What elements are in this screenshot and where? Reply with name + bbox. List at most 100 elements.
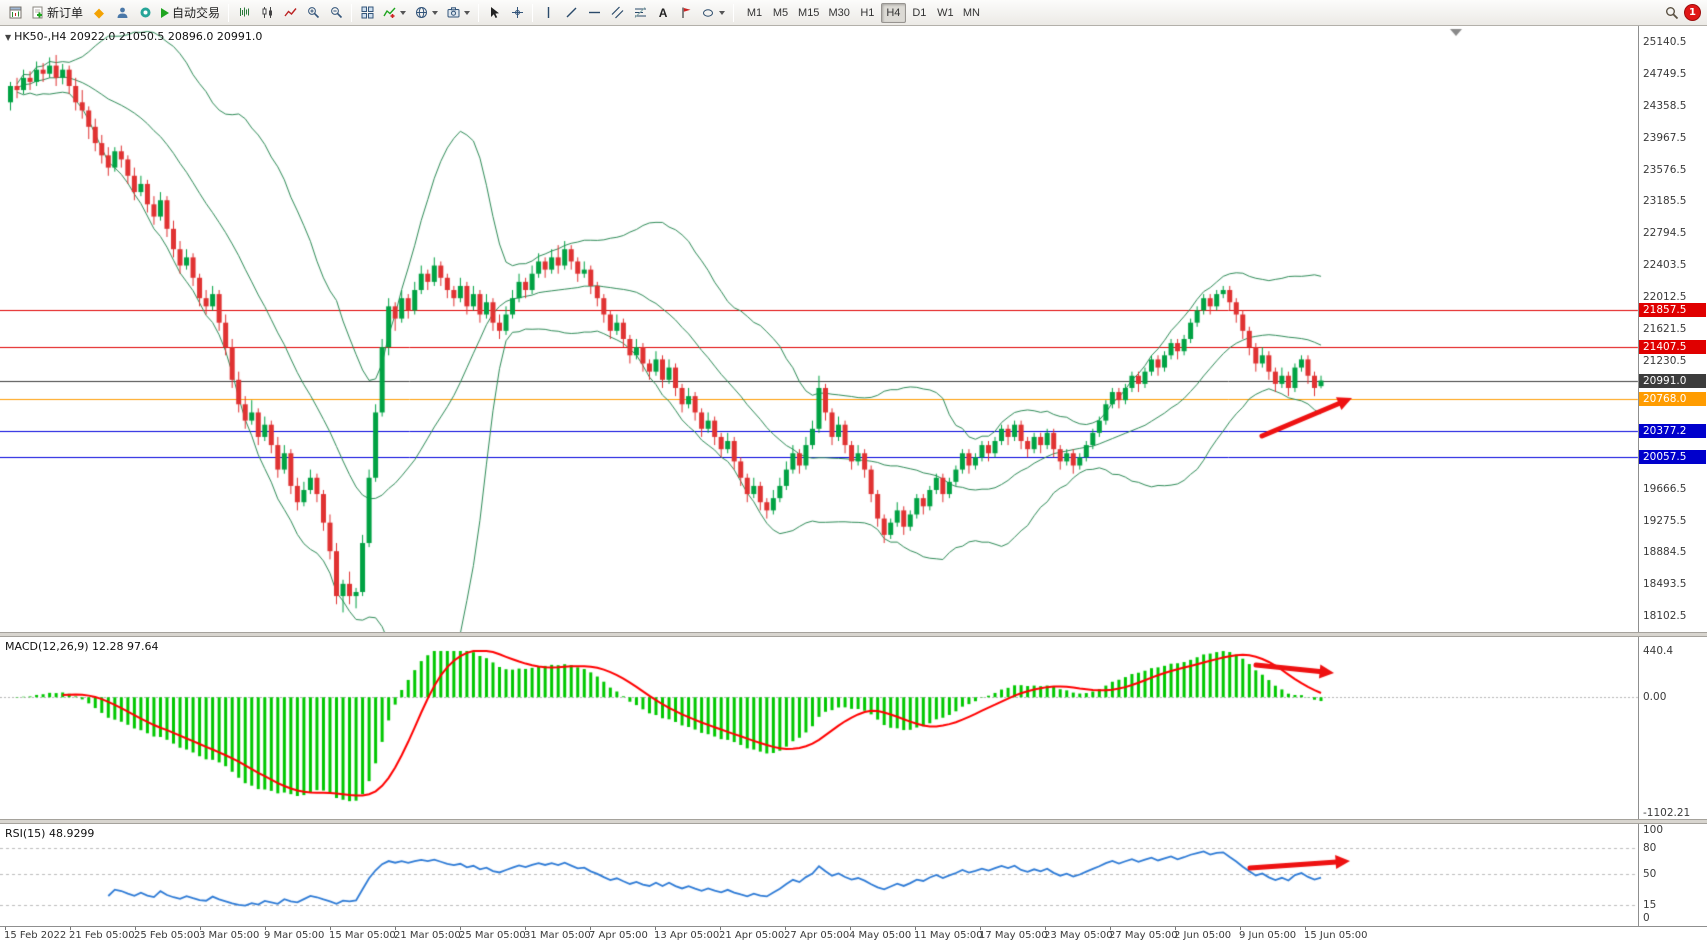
price-level-badge: 20768.0 [1639,391,1706,406]
fibonacci-icon [634,7,646,18]
time-axis-label: 7 Apr 05:00 [589,930,648,941]
time-axis-tick [655,927,656,930]
time-axis-label: 27 Apr 05:00 [784,930,850,941]
tile-windows-icon [361,6,374,19]
timeframe-m30[interactable]: M30 [824,3,853,23]
channel-tool-button[interactable] [606,2,628,24]
time-axis-tick [720,927,721,930]
templates-button[interactable] [411,2,442,24]
price-axis-label: 22794.5 [1643,227,1687,240]
text-tool-icon: A [658,5,668,20]
timeframe-w1[interactable]: W1 [933,3,958,23]
toolbar-separator [351,3,353,22]
price-axis-label: 19275.5 [1643,514,1687,527]
price-level-badge: 21857.5 [1639,302,1706,317]
metaquotes-button[interactable]: ◆ [88,2,110,24]
time-axis[interactable]: 15 Feb 2022 21 Feb 05:00 25 Feb 05:00 3 Mar… [0,926,1707,943]
dropdown-arrow-icon [719,10,726,15]
time-axis-label: 27 May 05:00 [1109,930,1178,941]
candle-chart-mode-button[interactable] [256,2,278,24]
toolbar-separator [228,3,230,22]
time-axis-label: 4 May 05:00 [849,930,912,941]
chart-window-button[interactable] [4,2,26,24]
line-chart-mode-button[interactable] [279,2,301,24]
timeframe-m15[interactable]: M15 [794,3,823,23]
candlestick-icon [262,7,272,18]
support-button[interactable] [134,2,156,24]
macd-panel-canvas[interactable] [0,637,1707,819]
timeframe-m1[interactable]: M1 [742,3,767,23]
time-axis-tick [980,927,981,930]
time-axis-tick [200,927,201,930]
time-axis-label: 9 Mar 05:00 [264,930,325,941]
dropdown-arrow-icon [464,10,471,15]
chart-window-icon [9,6,21,19]
crosshair-icon [511,7,523,18]
time-axis-label: 15 Feb 2022 [4,930,67,941]
metaquotes-icon: ◆ [94,5,105,20]
shapes-icon [703,9,714,17]
chart-title-row: ▼ HK50-,H4 20922.0 21050.5 20896.0 20991.… [5,30,262,43]
trendline-tool-button[interactable] [560,2,582,24]
timeframe-h1[interactable]: H1 [855,3,880,23]
zoom-out-button[interactable] [325,2,347,24]
crosshair-tool-button[interactable] [506,2,528,24]
price-axis-label: 23185.5 [1643,195,1687,208]
collapse-triangle-icon[interactable]: ▼ [5,33,12,42]
snapshot-button[interactable] [443,2,474,24]
time-axis-tick [525,927,526,930]
auto-trading-label: 自动交易 [172,6,221,20]
timeframe-group: M1 M5 M15 M30 H1 H4 D1 W1 MN [742,2,984,23]
time-axis-tick [1110,927,1111,930]
zoom-in-button[interactable] [302,2,324,24]
horizontal-line-icon [588,11,600,14]
dropdown-arrow-icon [432,10,439,15]
time-axis-label: 21 Apr 05:00 [719,930,785,941]
time-axis-label: 9 Jun 05:00 [1239,930,1297,941]
text-tool-button[interactable]: A [652,2,674,24]
trendline-icon [566,7,577,18]
bar-chart-mode-button[interactable] [233,2,255,24]
cursor-tool-button[interactable] [483,2,505,24]
price-axis-label: 23576.5 [1643,163,1687,176]
timeframe-d1[interactable]: D1 [907,3,932,23]
macd-axis-label: 440.4 [1643,645,1674,657]
tile-windows-button[interactable] [356,2,378,24]
flag-icon [681,7,691,18]
indicators-button[interactable] [379,2,410,24]
play-icon [161,7,170,18]
timeframe-mn[interactable]: MN [959,3,984,23]
rsi-panel-canvas[interactable] [0,824,1707,926]
price-axis-label: 19666.5 [1643,482,1687,495]
panel-splitter[interactable] [0,819,1707,824]
line-chart-icon [283,8,297,17]
panel-splitter[interactable] [0,632,1707,637]
chart-title: HK50-,H4 20922.0 21050.5 20896.0 20991.0 [14,30,263,43]
label-tool-button[interactable] [675,2,697,24]
time-axis-label: 23 May 05:00 [1044,930,1113,941]
toolbar: 新订单 ◆ 自动交易 [0,0,1707,26]
time-axis-label: 25 Mar 05:00 [459,930,526,941]
price-axis-label: 24358.5 [1643,99,1687,112]
horizontal-line-tool-button[interactable] [583,2,605,24]
fibonacci-tool-button[interactable] [629,2,651,24]
auto-trading-button[interactable]: 自动交易 [157,2,224,24]
price-axis-label: 23967.5 [1643,131,1687,144]
timeframe-h4[interactable]: H4 [880,2,906,23]
vertical-line-tool-button[interactable] [537,2,559,24]
rsi-label: RSI(15) 48.9299 [5,827,95,840]
time-axis-tick [5,927,6,930]
toolbar-separator [478,3,480,22]
notification-badge[interactable]: 1 [1684,4,1701,21]
shapes-tool-button[interactable] [698,2,729,24]
macd-axis-label: -1102.21 [1643,807,1691,819]
timeframe-m5[interactable]: M5 [768,3,793,23]
profile-icon [117,7,128,18]
main-chart-canvas[interactable] [0,26,1707,632]
profile-button[interactable] [111,2,133,24]
search-button[interactable] [1661,2,1683,24]
cursor-icon [490,7,499,18]
globe-icon [416,7,428,18]
macd-axis-label: 0.00 [1643,691,1667,704]
new-order-button[interactable]: 新订单 [27,2,87,24]
